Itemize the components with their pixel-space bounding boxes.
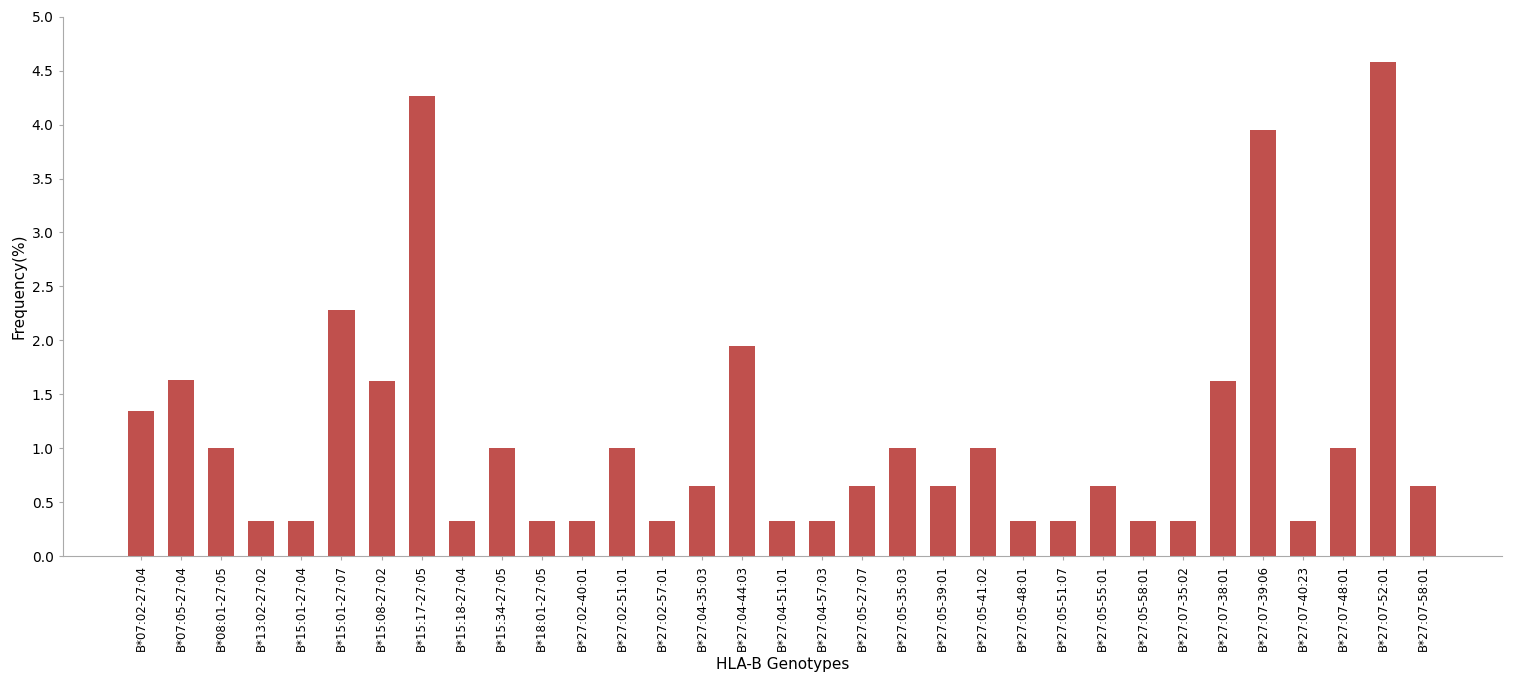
Bar <box>569 520 595 557</box>
Bar <box>489 448 514 557</box>
Bar <box>608 448 635 557</box>
Bar <box>409 96 434 557</box>
Bar <box>1050 520 1076 557</box>
Bar <box>1089 486 1117 557</box>
Bar <box>1130 520 1156 557</box>
Bar <box>649 520 675 557</box>
Bar <box>849 486 876 557</box>
Bar <box>729 346 755 557</box>
Bar <box>1250 130 1275 557</box>
Bar <box>369 381 395 557</box>
Bar <box>449 520 475 557</box>
Bar <box>1170 520 1197 557</box>
X-axis label: HLA-B Genotypes: HLA-B Genotypes <box>716 657 849 672</box>
Bar <box>970 448 996 557</box>
Bar <box>1371 62 1396 557</box>
Bar <box>328 310 354 557</box>
Bar <box>769 520 796 557</box>
Bar <box>129 410 154 557</box>
Bar <box>1009 520 1036 557</box>
Bar <box>1410 486 1436 557</box>
Y-axis label: Frequency(%): Frequency(%) <box>11 234 26 339</box>
Bar <box>688 486 716 557</box>
Bar <box>1330 448 1356 557</box>
Bar <box>209 448 235 557</box>
Bar <box>890 448 915 557</box>
Bar <box>168 380 194 557</box>
Bar <box>1210 381 1236 557</box>
Bar <box>530 520 555 557</box>
Bar <box>248 520 274 557</box>
Bar <box>1291 520 1316 557</box>
Bar <box>929 486 956 557</box>
Bar <box>289 520 315 557</box>
Bar <box>809 520 835 557</box>
